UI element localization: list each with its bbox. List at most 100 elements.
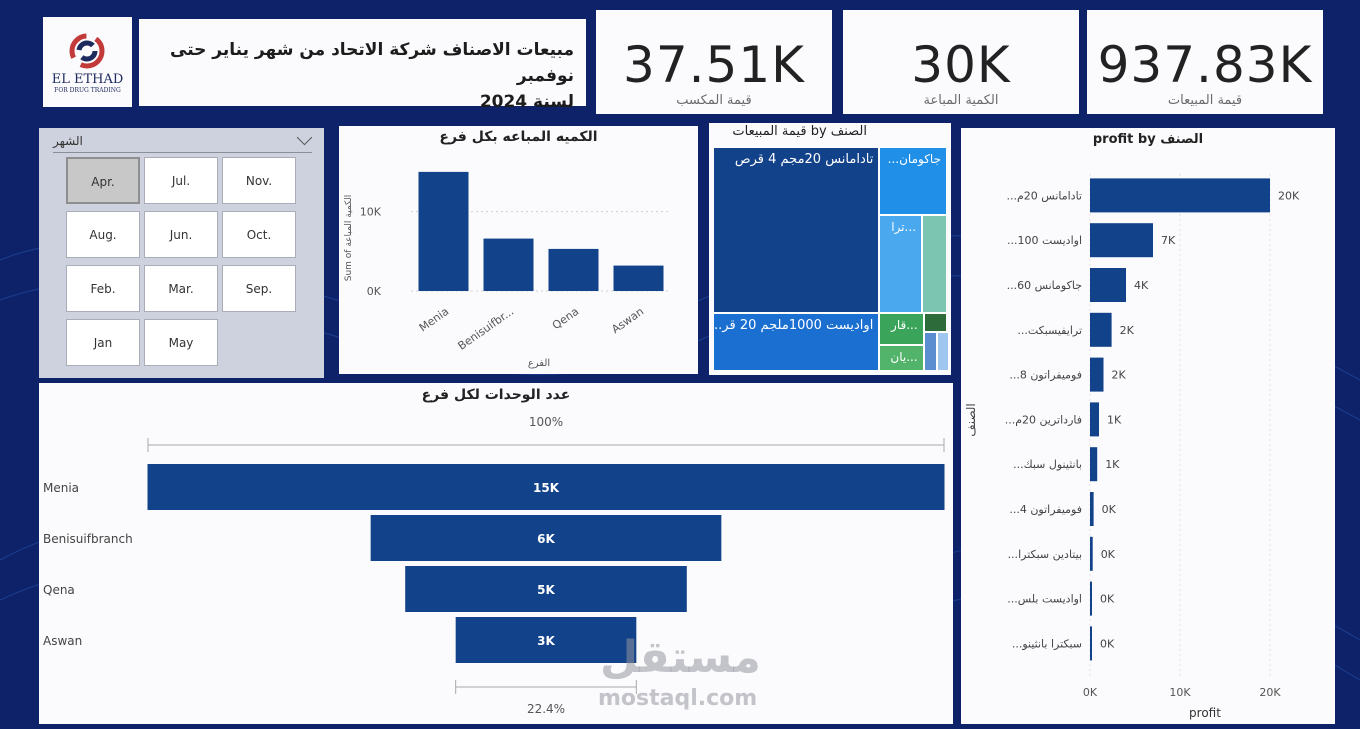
kpi-value: 30K bbox=[911, 36, 1011, 94]
bar[interactable] bbox=[1090, 536, 1093, 571]
kpi-card-sales: 937.83K قيمة المبيعات bbox=[1087, 10, 1323, 114]
treemap-cell[interactable] bbox=[923, 332, 937, 371]
bar[interactable] bbox=[1090, 581, 1092, 616]
y-tick-label: ...ترايفيسبكت bbox=[1017, 324, 1082, 337]
y-tick-label: ...فوميفراتون 4 bbox=[1009, 503, 1082, 516]
y-tick-label: ...تادامانس 20م bbox=[1006, 189, 1082, 202]
kpi-value: 37.51K bbox=[623, 36, 805, 94]
data-label: 4K bbox=[1134, 279, 1149, 292]
bar[interactable] bbox=[1090, 447, 1098, 482]
slicer-option[interactable]: Jul. bbox=[144, 157, 218, 204]
item-sales-treemap: الصنف by قيمة المبيعات تادامانس 20مجم 4 … bbox=[709, 123, 951, 375]
bar[interactable] bbox=[1090, 178, 1270, 213]
bar[interactable] bbox=[613, 265, 664, 291]
treemap-cell[interactable]: تادامانس 20مجم 4 قرص bbox=[713, 147, 880, 314]
treemap-cell[interactable]: ...ترا bbox=[879, 215, 923, 314]
bar[interactable] bbox=[1090, 268, 1126, 302]
treemap-cell[interactable] bbox=[923, 313, 947, 333]
chevron-down-icon[interactable] bbox=[296, 129, 313, 146]
report-title-line2: لسنة 2024 bbox=[479, 92, 574, 112]
x-tick-label: Benisuifbr... bbox=[456, 305, 517, 353]
data-label: 20K bbox=[1278, 189, 1300, 202]
treemap-cell[interactable] bbox=[922, 215, 947, 314]
x-tick-label: Aswan bbox=[609, 305, 646, 336]
report-title-card: مبيعات الاصناف شركة الاتحاد من شهر يناير… bbox=[139, 19, 586, 112]
bar[interactable] bbox=[1090, 223, 1153, 258]
slicer-option[interactable]: Aug. bbox=[66, 211, 140, 258]
slicer-option[interactable]: Sep. bbox=[222, 265, 296, 312]
company-logo-icon bbox=[69, 33, 105, 69]
slicer-option[interactable]: Mar. bbox=[144, 265, 218, 312]
data-label: 5K bbox=[537, 583, 555, 597]
logo-name: EL ETHAD bbox=[51, 72, 124, 87]
x-tick-label: Menia bbox=[417, 305, 452, 335]
data-label: 3K bbox=[537, 634, 555, 648]
slicer-divider bbox=[53, 152, 312, 153]
funnel-bar[interactable] bbox=[405, 566, 687, 612]
treemap-area: تادامانس 20مجم 4 قرص اواديست 1000ملجم 20 … bbox=[713, 147, 949, 371]
category-label: Aswan bbox=[43, 634, 82, 648]
data-label: 0K bbox=[1102, 503, 1117, 516]
bar[interactable] bbox=[418, 171, 469, 291]
x-tick-label: Qena bbox=[550, 305, 581, 332]
x-tick-label: 10K bbox=[1169, 686, 1191, 699]
funnel-plot: 100% 15K Menia 6K Benisuifbranch 5K Qena 3K Aswa… bbox=[43, 415, 945, 716]
slicer-option[interactable]: Feb. bbox=[66, 265, 140, 312]
report-title: مبيعات الاصناف شركة الاتحاد من شهر يناير… bbox=[134, 37, 574, 115]
profit-by-item-chart: الصنف profit by 0K 10K 20K 20K ...تادامانس 2… bbox=[961, 128, 1335, 724]
logo-card: EL ETHAD FOR DRUG TRADING bbox=[43, 17, 132, 107]
slicer-option[interactable]: Jan bbox=[66, 319, 140, 366]
treemap-cell[interactable]: ...يان bbox=[879, 344, 924, 371]
y-tick-label: ...فارداترين 20م bbox=[1005, 413, 1082, 426]
y-tick-label: ...جاكومانس 60 bbox=[1007, 279, 1082, 292]
x-tick-label: 20K bbox=[1259, 686, 1281, 699]
kpi-card-profit: 37.51K قيمة المكسب bbox=[596, 10, 832, 114]
x-tick-label: 0K bbox=[1083, 686, 1098, 699]
category-label: Menia bbox=[43, 481, 79, 495]
bar[interactable] bbox=[483, 238, 534, 291]
bar[interactable] bbox=[1090, 402, 1099, 437]
kpi-label: الكمية المباعة bbox=[923, 93, 999, 108]
y-tick-label: 0K bbox=[367, 285, 382, 298]
funnel-bar[interactable] bbox=[147, 464, 945, 510]
units-funnel-chart: عدد الوحدات لكل فرع 100% 15K Menia 6K Benisu… bbox=[39, 383, 953, 724]
kpi-label: قيمة المكسب bbox=[676, 93, 752, 108]
treemap-cell[interactable]: ...قار bbox=[879, 313, 924, 345]
category-label: Qena bbox=[43, 583, 75, 597]
data-label: 2K bbox=[1120, 324, 1135, 337]
category-label: Benisuifbranch bbox=[43, 532, 133, 546]
y-tick-label: ...اواديست بلس bbox=[1007, 593, 1082, 606]
bar[interactable] bbox=[1090, 626, 1092, 661]
treemap-cell[interactable] bbox=[937, 332, 949, 371]
data-label: 7K bbox=[1161, 234, 1176, 247]
bar-chart-plot: 0K 10K Menia Benisuifbr... Qena Aswan الفرع Sum… bbox=[344, 171, 671, 369]
slicer-option[interactable]: May bbox=[144, 319, 218, 366]
data-label: 1K bbox=[1105, 458, 1120, 471]
slicer-option[interactable]: Nov. bbox=[222, 157, 296, 204]
slicer-option[interactable]: Oct. bbox=[222, 211, 296, 258]
y-tick-label: ...سبكترا بانثينو bbox=[1012, 637, 1082, 650]
slicer-option[interactable]: Jun. bbox=[144, 211, 218, 258]
bar[interactable] bbox=[548, 248, 599, 291]
y-axis-label: Sum of الكمية المباعة bbox=[344, 195, 354, 282]
funnel-bar[interactable] bbox=[455, 617, 637, 663]
x-axis-label: الفرع bbox=[528, 358, 550, 369]
funnel-bar[interactable] bbox=[370, 515, 722, 561]
branch-quantity-chart: الكميه المباعه بكل فرع 0K 10K Menia Benisui… bbox=[339, 126, 698, 374]
chart-title: الصنف profit by bbox=[1092, 132, 1204, 147]
data-label: 2K bbox=[1112, 369, 1127, 382]
slicer-option[interactable]: Apr. bbox=[66, 157, 140, 204]
bar[interactable] bbox=[1090, 312, 1112, 347]
y-tick-label: ...بانثينول سبك bbox=[1013, 458, 1082, 471]
data-label: 0K bbox=[1100, 637, 1115, 650]
treemap-cell[interactable]: اواديست 1000ملجم 20 قر... bbox=[713, 313, 880, 371]
bar[interactable] bbox=[1090, 357, 1104, 392]
slicer-title: الشهر bbox=[53, 134, 83, 148]
chart-title: الصنف by قيمة المبيعات bbox=[732, 124, 867, 139]
kpi-label: قيمة المبيعات bbox=[1167, 93, 1243, 108]
x-axis-label: profit bbox=[1189, 706, 1221, 720]
y-tick-label: ...فوميفراتون 8 bbox=[1009, 369, 1082, 382]
y-tick-label: ...بيتادين سبكترا bbox=[1008, 548, 1082, 561]
bar[interactable] bbox=[1090, 492, 1094, 526]
treemap-cell[interactable]: جاكومان... bbox=[879, 147, 947, 216]
